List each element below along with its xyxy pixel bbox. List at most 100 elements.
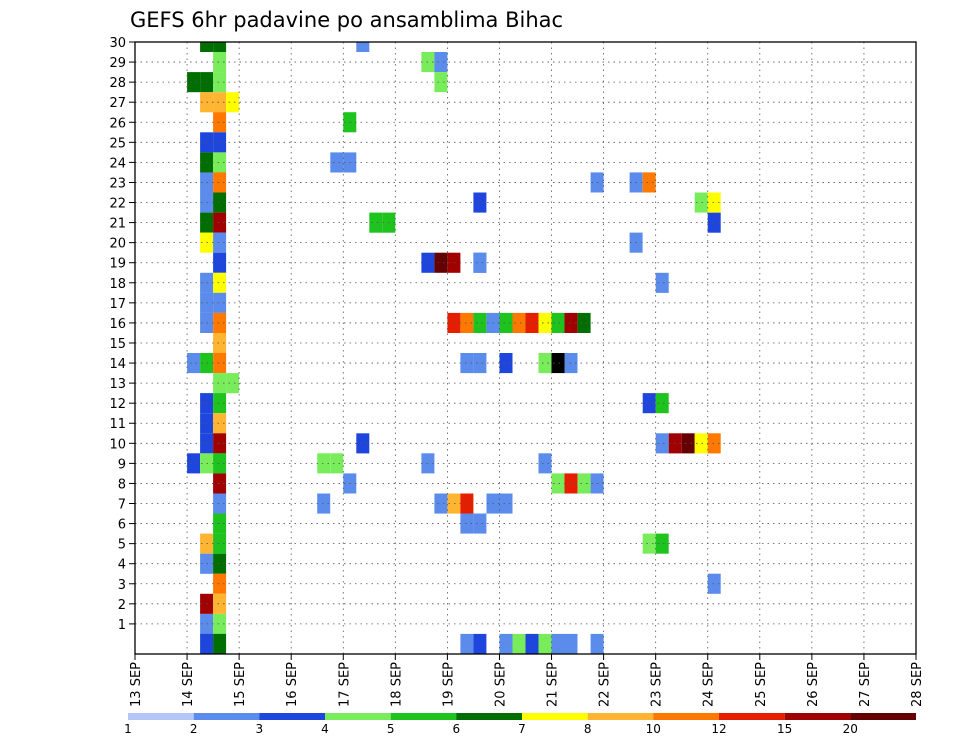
precip-cell (213, 513, 227, 534)
precip-cell (213, 493, 227, 514)
colorbar-label: 4 (321, 722, 329, 736)
precip-cell (434, 52, 448, 73)
precip-cell (707, 212, 721, 233)
precip-cell (551, 473, 565, 494)
x-tick-label: 22 SEP (598, 662, 613, 707)
precip-cell (538, 312, 552, 333)
precip-cell (369, 212, 383, 233)
y-tick-label: 4 (118, 558, 126, 573)
x-tick-label: 25 SEP (754, 662, 769, 707)
precip-cell (434, 493, 448, 514)
precip-cell (213, 252, 227, 273)
precip-cell (213, 593, 227, 614)
y-tick-label: 25 (109, 136, 126, 151)
precip-cell (213, 312, 227, 333)
precip-cell (590, 633, 604, 654)
precip-cell (226, 92, 240, 113)
y-tick-label: 16 (109, 317, 126, 332)
precip-cell (512, 633, 526, 654)
precip-cell (655, 393, 669, 414)
precip-cell (499, 353, 513, 374)
y-tick-label: 29 (109, 56, 126, 71)
precip-cell (213, 453, 227, 474)
precip-cell (538, 353, 552, 374)
colorbar-label: 15 (777, 722, 792, 736)
precip-cell (551, 312, 565, 333)
precip-cell (330, 152, 344, 173)
precip-cell (213, 232, 227, 253)
precip-cell (213, 192, 227, 213)
colorbar-label: 8 (584, 722, 592, 736)
precip-cell (213, 373, 227, 394)
precip-cell (707, 433, 721, 454)
plot-frame (134, 41, 917, 655)
y-tick-label: 15 (109, 337, 126, 352)
colorbar-swatch (719, 713, 785, 720)
precip-cell (460, 312, 474, 333)
x-tick-label: 15 SEP (233, 662, 248, 707)
precip-cell (564, 633, 578, 654)
colorbar-label: 20 (843, 722, 858, 736)
precip-cell (707, 573, 721, 594)
precip-cell (694, 433, 708, 454)
precip-cell (681, 433, 695, 454)
precip-cell (213, 573, 227, 594)
y-tick-label: 3 (118, 578, 126, 593)
precip-cell (655, 433, 669, 454)
colorbar: 1 2 3 4 5 6 7 8 10 12 15 20 (124, 713, 916, 736)
precip-cell (512, 312, 526, 333)
colorbar-swatch (128, 713, 194, 720)
colorbar-swatch (587, 713, 654, 720)
precip-cell (499, 493, 513, 514)
precip-cell (213, 112, 227, 133)
precip-cell (434, 72, 448, 93)
colorbar-label: 10 (646, 722, 661, 736)
precip-cell (655, 272, 669, 293)
colorbar-label: 1 (124, 722, 132, 736)
precip-cell (551, 353, 565, 374)
precip-cells (187, 42, 721, 654)
chart-title: GEFS 6hr padavine po ansamblima Bihac (130, 8, 563, 32)
y-tick-label: 1 (118, 618, 126, 633)
precip-cell (473, 192, 487, 213)
precip-cell (460, 493, 474, 514)
precip-cell (499, 312, 513, 333)
y-tick-label: 6 (118, 518, 126, 533)
colorbar-swatch (325, 713, 391, 720)
colorbar-swatch (259, 713, 325, 720)
precip-cell (213, 633, 227, 654)
precip-cell (434, 252, 448, 273)
colorbar-swatch (456, 713, 522, 720)
precip-cell (473, 633, 487, 654)
x-tick-label: 27 SEP (858, 662, 873, 707)
precip-cell (642, 393, 656, 414)
x-tick-label: 19 SEP (441, 662, 456, 707)
precip-cell (213, 413, 227, 434)
precip-cell (551, 633, 565, 654)
precip-cell (213, 393, 227, 414)
precip-cell (447, 493, 461, 514)
precip-cell (213, 433, 227, 454)
precip-cell (200, 42, 214, 52)
y-tick-label: 5 (118, 538, 126, 553)
precip-cell (460, 633, 474, 654)
colorbar-swatch (193, 713, 260, 720)
x-tick-label: 28 SEP (910, 662, 925, 707)
y-tick-label: 10 (109, 437, 126, 452)
precip-cell (473, 252, 487, 273)
precip-cell (694, 192, 708, 213)
x-tick-label: 21 SEP (546, 662, 561, 707)
y-tick-label: 14 (109, 357, 126, 372)
precip-cell (213, 613, 227, 634)
colorbar-label: 3 (255, 722, 263, 736)
precip-cell (213, 212, 227, 233)
colorbar-label: 2 (190, 722, 198, 736)
precip-cell (356, 433, 370, 454)
colorbar-label: 6 (452, 722, 460, 736)
y-tick-label: 2 (118, 598, 126, 613)
precip-cell (317, 493, 331, 514)
precip-cell (213, 172, 227, 193)
precip-cell (577, 312, 591, 333)
precip-cell (473, 353, 487, 374)
precip-cell (187, 353, 201, 374)
